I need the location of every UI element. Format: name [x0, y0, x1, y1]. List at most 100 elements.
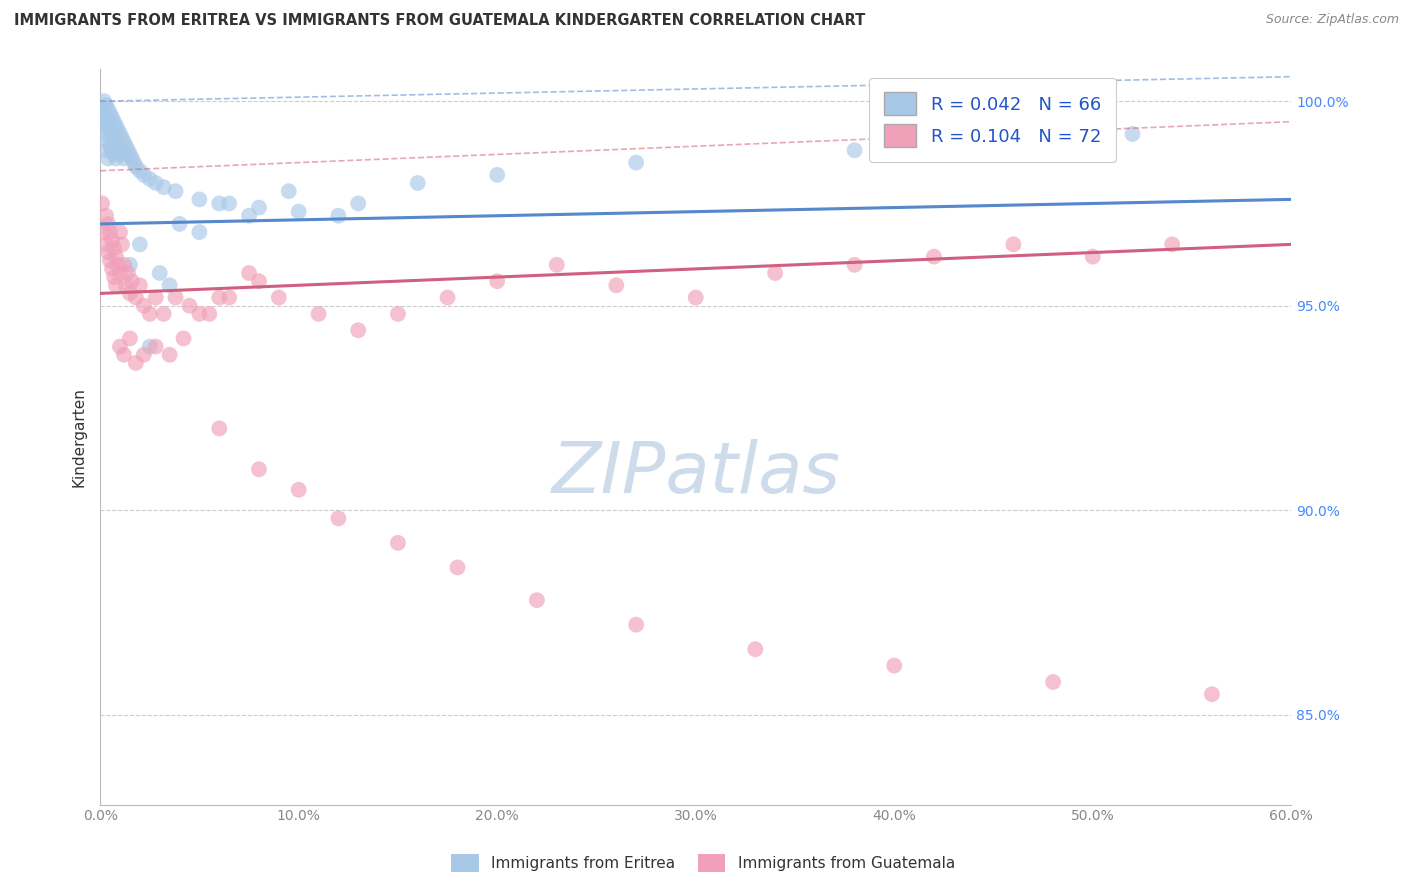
Point	[97, 135, 120, 149]
Point	[94, 111, 117, 125]
Point	[188, 307, 211, 321]
Point	[406, 176, 429, 190]
Point	[624, 617, 647, 632]
Point	[605, 278, 627, 293]
Point	[112, 135, 135, 149]
Point	[139, 340, 162, 354]
Point	[105, 119, 128, 133]
Point	[98, 123, 121, 137]
Y-axis label: Kindergarten: Kindergarten	[72, 386, 86, 486]
Point	[526, 593, 548, 607]
Point	[111, 147, 134, 161]
Point	[105, 278, 128, 293]
Point	[93, 123, 115, 137]
Point	[98, 225, 121, 239]
Point	[118, 147, 141, 161]
Point	[132, 299, 155, 313]
Point	[247, 274, 270, 288]
Point	[93, 225, 115, 239]
Point	[132, 348, 155, 362]
Point	[97, 217, 120, 231]
Point	[91, 196, 114, 211]
Point	[139, 172, 162, 186]
Point	[486, 168, 509, 182]
Point	[93, 94, 115, 108]
Point	[169, 217, 191, 231]
Point	[145, 291, 167, 305]
Point	[685, 291, 707, 305]
Point	[128, 237, 150, 252]
Point	[1002, 237, 1025, 252]
Point	[328, 511, 350, 525]
Point	[107, 139, 129, 153]
Point	[173, 331, 195, 345]
Point	[103, 270, 125, 285]
Point	[128, 278, 150, 293]
Point	[103, 131, 125, 145]
Point	[91, 114, 114, 128]
Text: Source: ZipAtlas.com: Source: ZipAtlas.com	[1265, 13, 1399, 27]
Point	[94, 127, 117, 141]
Point	[238, 266, 260, 280]
Point	[112, 152, 135, 166]
Point	[387, 536, 409, 550]
Point	[287, 483, 309, 497]
Point	[128, 163, 150, 178]
Point	[188, 225, 211, 239]
Point	[1201, 687, 1223, 701]
Point	[1161, 237, 1184, 252]
Point	[165, 184, 187, 198]
Point	[446, 560, 468, 574]
Point	[101, 144, 124, 158]
Point	[97, 245, 120, 260]
Point	[546, 258, 568, 272]
Point	[125, 356, 148, 370]
Point	[107, 123, 129, 137]
Point	[107, 258, 129, 272]
Point	[101, 127, 124, 141]
Point	[97, 152, 120, 166]
Point	[267, 291, 290, 305]
Point	[94, 237, 117, 252]
Point	[111, 131, 134, 145]
Point	[218, 196, 240, 211]
Point	[117, 144, 139, 158]
Point	[103, 242, 125, 256]
Point	[152, 180, 174, 194]
Point	[922, 250, 945, 264]
Point	[117, 266, 139, 280]
Point	[308, 307, 330, 321]
Point	[112, 258, 135, 272]
Point	[108, 340, 131, 354]
Point	[624, 155, 647, 169]
Point	[98, 106, 121, 120]
Point	[247, 201, 270, 215]
Point	[112, 348, 135, 362]
Point	[108, 127, 131, 141]
Point	[387, 307, 409, 321]
Text: ZIPatlas: ZIPatlas	[551, 439, 841, 508]
Point	[208, 421, 231, 435]
Point	[108, 144, 131, 158]
Point	[118, 258, 141, 272]
Point	[118, 331, 141, 345]
Point	[1121, 127, 1143, 141]
Point	[98, 139, 121, 153]
Point	[132, 168, 155, 182]
Point	[118, 286, 141, 301]
Point	[115, 278, 138, 293]
Point	[287, 204, 309, 219]
Legend: R = 0.042   N = 66, R = 0.104   N = 72: R = 0.042 N = 66, R = 0.104 N = 72	[869, 78, 1115, 161]
Point	[125, 160, 148, 174]
Point	[149, 266, 172, 280]
Point	[883, 658, 905, 673]
Point	[139, 307, 162, 321]
Point	[159, 278, 181, 293]
Point	[103, 114, 125, 128]
Point	[165, 291, 187, 305]
Point	[145, 176, 167, 190]
Point	[486, 274, 509, 288]
Point	[844, 258, 866, 272]
Point	[91, 103, 114, 117]
Point	[103, 147, 125, 161]
